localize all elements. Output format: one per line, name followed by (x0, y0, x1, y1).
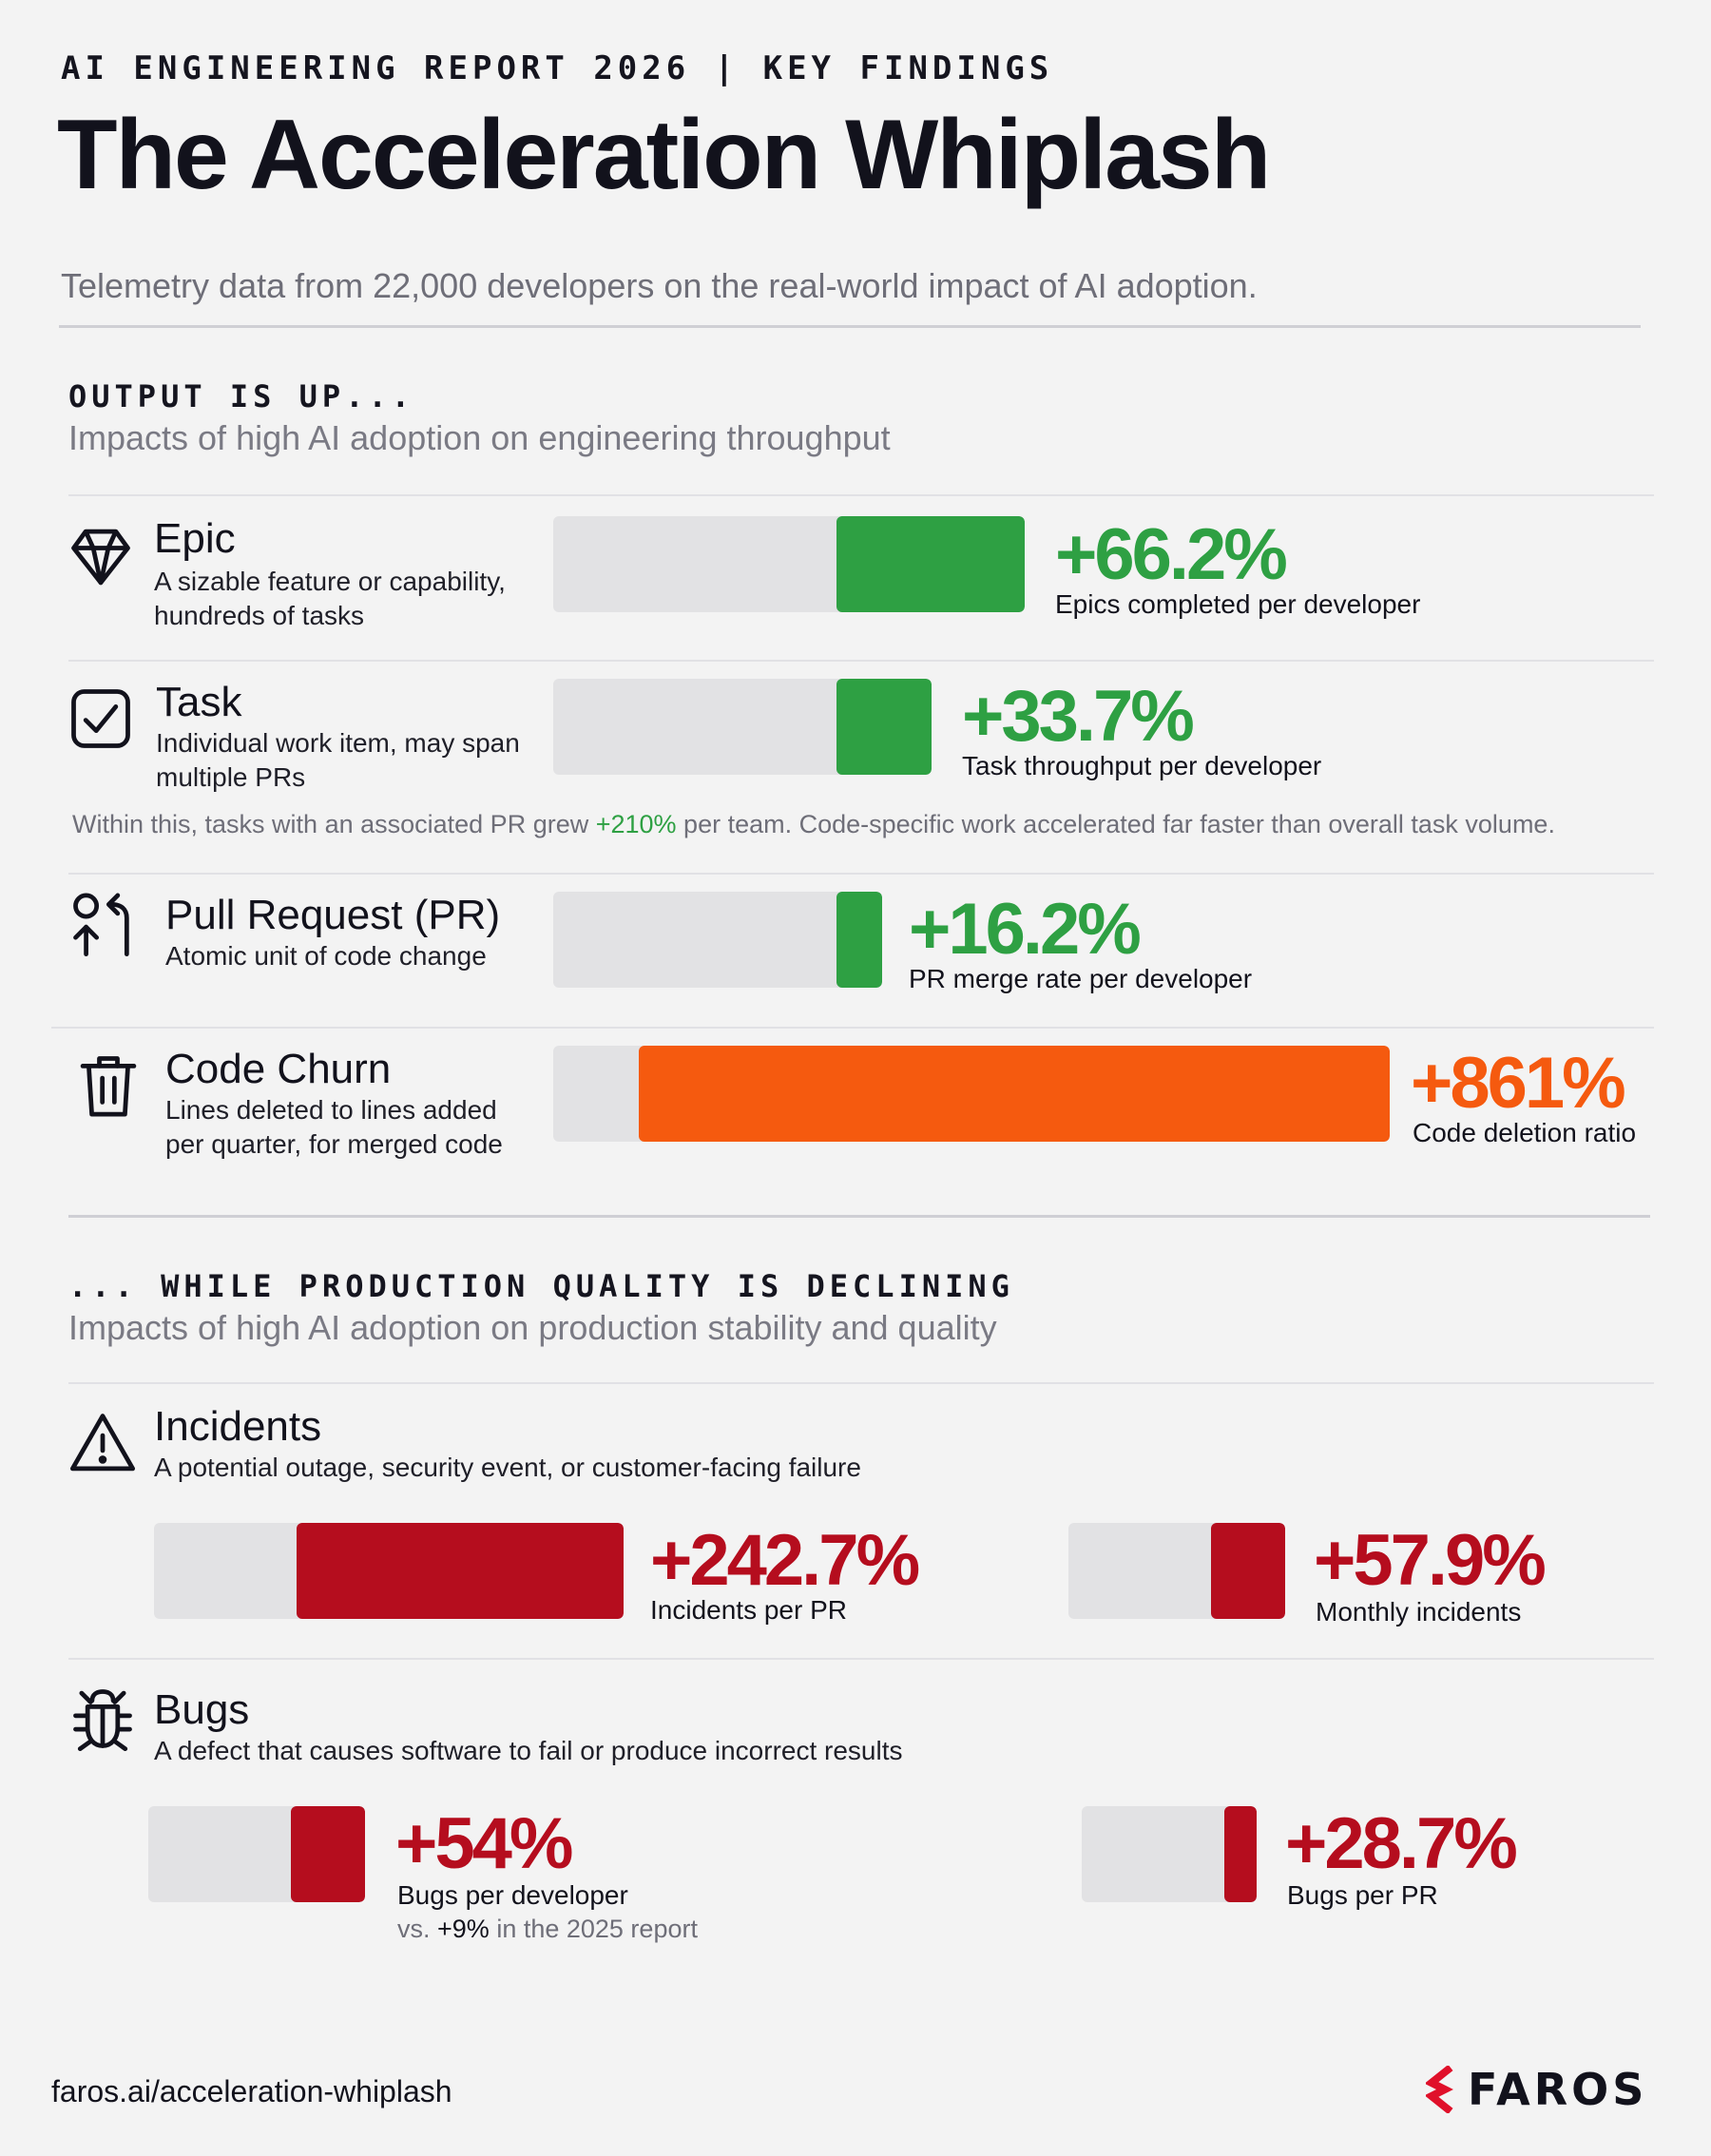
footer-url[interactable]: faros.ai/acceleration-whiplash (51, 2074, 452, 2108)
quality-section-subheading: Impacts of high AI adoption on productio… (68, 1308, 997, 1347)
bar-bugs-per-developer (291, 1806, 365, 1902)
value-bugs-per-pr: +28.7% (1285, 1803, 1518, 1884)
faros-logo-icon (1426, 2066, 1453, 2113)
diamond-icon (65, 521, 137, 593)
metric-desc-task-2: multiple PRs (156, 762, 306, 792)
faros-logo: FAROS (1426, 2063, 1647, 2116)
page-subtitle: Telemetry data from 22,000 developers on… (61, 266, 1258, 305)
bar-track-task (553, 679, 932, 775)
label-bugs-per-developer: Bugs per developer (397, 1880, 628, 1910)
metric-name-task: Task (156, 679, 242, 725)
pull-request-icon (67, 888, 139, 960)
label-pr: PR merge rate per developer (909, 964, 1253, 993)
metric-name-epic: Epic (154, 515, 236, 562)
label-epic: Epics completed per developer (1055, 589, 1421, 619)
checkbox-icon (65, 683, 137, 755)
metric-desc-churn-1: Lines deleted to lines added (165, 1095, 497, 1125)
bar-track-epic (553, 516, 1025, 612)
metric-desc-churn-2: per quarter, for merged code (165, 1129, 503, 1159)
bar-track-monthly-incidents (1068, 1523, 1285, 1619)
divider (68, 1382, 1654, 1384)
metric-desc-pr-1: Atomic unit of code change (165, 941, 487, 971)
metric-name-incidents: Incidents (154, 1403, 322, 1450)
divider (68, 494, 1654, 496)
bar-churn (639, 1046, 1390, 1142)
label-task: Task throughput per developer (962, 751, 1322, 780)
bar-track-bugs-per-developer (148, 1806, 365, 1902)
value-incidents-per-pr: +242.7% (650, 1520, 920, 1601)
output-section-subheading: Impacts of high AI adoption on engineeri… (68, 418, 891, 457)
value-monthly-incidents: +57.9% (1314, 1520, 1547, 1601)
bar-task (836, 679, 932, 775)
bug-icon (67, 1683, 139, 1755)
metric-name-bugs: Bugs (154, 1686, 250, 1733)
divider (51, 1027, 1654, 1029)
label-churn: Code deletion ratio (1413, 1118, 1637, 1147)
bar-track-churn (553, 1046, 1390, 1142)
bar-track-pr (553, 892, 882, 988)
value-bugs-per-developer: +54% (395, 1803, 573, 1884)
value-pr: +16.2% (909, 889, 1142, 970)
metric-desc-incidents: A potential outage, security event, or c… (154, 1453, 861, 1482)
bar-incidents-per-pr (297, 1523, 624, 1619)
metric-desc-epic-2: hundreds of tasks (154, 601, 365, 630)
divider (68, 873, 1654, 875)
trash-icon (72, 1049, 144, 1122)
value-epic: +66.2% (1055, 514, 1288, 595)
label-monthly-incidents: Monthly incidents (1316, 1597, 1522, 1627)
output-section-heading: OUTPUT IS UP... (68, 378, 414, 414)
metric-desc-task-1: Individual work item, may span (156, 728, 520, 758)
metric-name-churn: Code Churn (165, 1046, 392, 1092)
value-churn: +861% (1411, 1043, 1626, 1124)
bar-epic (836, 516, 1025, 612)
label-bugs-per-pr: Bugs per PR (1287, 1880, 1438, 1910)
divider (68, 1658, 1654, 1660)
bar-monthly-incidents (1211, 1523, 1285, 1619)
value-task: +33.7% (962, 676, 1195, 757)
bar-pr (836, 892, 882, 988)
section-divider (68, 1215, 1650, 1218)
label-incidents-per-pr: Incidents per PR (650, 1595, 847, 1625)
warning-icon (67, 1407, 139, 1479)
task-note: Within this, tasks with an associated PR… (72, 810, 1555, 838)
header-divider (59, 325, 1641, 328)
metric-name-pr: Pull Request (PR) (165, 892, 501, 938)
page-title: The Acceleration Whiplash (57, 100, 1271, 210)
metric-desc-epic-1: A sizable feature or capability, (154, 567, 506, 596)
bar-track-bugs-per-pr (1082, 1806, 1257, 1902)
report-kicker: AI ENGINEERING REPORT 2026 | KEY FINDING… (61, 49, 1054, 87)
bar-bugs-per-pr (1224, 1806, 1257, 1902)
bugs-note: vs. +9% in the 2025 report (397, 1915, 698, 1943)
metric-desc-bugs: A defect that causes software to fail or… (154, 1736, 903, 1765)
bar-track-incidents-per-pr (154, 1523, 624, 1619)
quality-section-heading: ... WHILE PRODUCTION QUALITY IS DECLININ… (68, 1268, 1014, 1304)
divider (68, 660, 1654, 662)
faros-logo-text: FAROS (1468, 2064, 1648, 2115)
